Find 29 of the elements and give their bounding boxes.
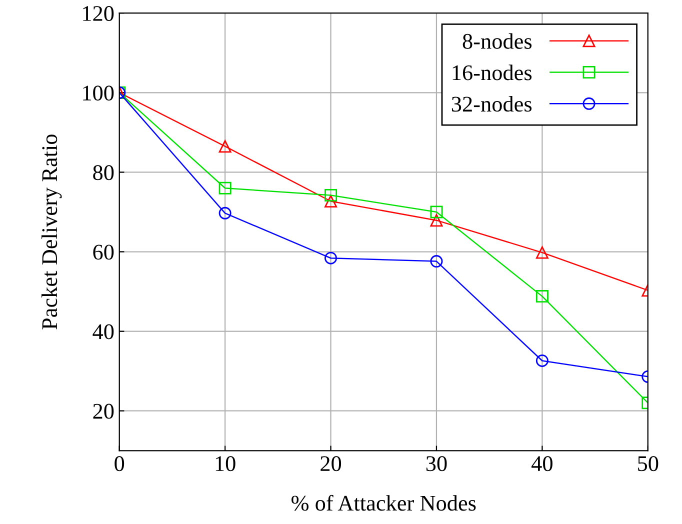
y-tick-label: 20 <box>93 404 114 419</box>
legend-label: 16-nodes <box>452 64 532 80</box>
point <box>218 182 232 194</box>
x-tick-label: 40 <box>532 456 552 472</box>
point <box>430 255 443 268</box>
x-tick-label: 30 <box>426 456 447 472</box>
legend-label: 32-nodes <box>452 96 532 112</box>
legend-label: 8-nodes <box>462 33 532 49</box>
x-axis-title: % of Attacker Nodes <box>292 494 476 511</box>
point <box>324 194 338 208</box>
y-axis-title: Packet Delivery Ratio <box>41 134 62 330</box>
point <box>536 290 548 303</box>
point <box>324 252 338 264</box>
point <box>536 246 548 259</box>
x-tick-label: 20 <box>320 456 342 472</box>
point <box>430 206 443 218</box>
y-tick-label: 120 <box>83 6 114 22</box>
point <box>324 189 338 202</box>
point <box>218 206 232 220</box>
x-tick-label: 10 <box>216 456 236 472</box>
x-tick-label: 0 <box>114 456 124 472</box>
y-tick-label: 60 <box>93 244 114 260</box>
y-tick-label: 100 <box>83 86 114 101</box>
point <box>218 140 232 153</box>
point <box>430 214 443 227</box>
x-tick-label: 50 <box>638 456 658 472</box>
y-tick-label: 80 <box>93 165 114 180</box>
point <box>536 354 548 367</box>
y-tick-label: 40 <box>92 324 114 340</box>
